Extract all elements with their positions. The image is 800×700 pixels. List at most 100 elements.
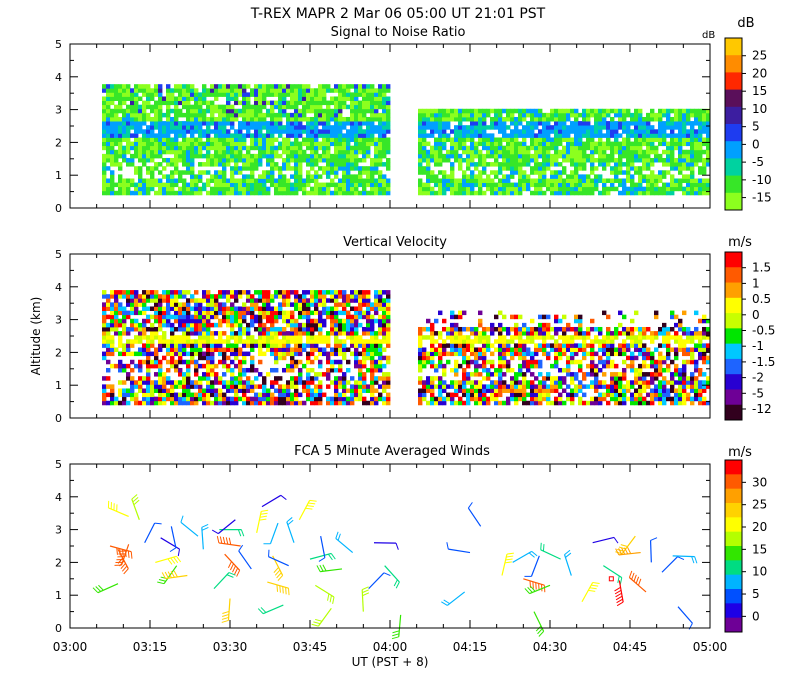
heatmap-cell (470, 121, 475, 126)
heatmap-cell (354, 335, 359, 340)
heatmap-cell (270, 347, 275, 352)
heatmap-cell (210, 100, 215, 106)
heatmap-cell (262, 116, 267, 122)
heatmap-cell (166, 359, 171, 365)
heatmap-cell (506, 326, 511, 332)
heatmap-cell (346, 318, 351, 324)
heatmap-cell (154, 88, 159, 93)
heatmap-cell (138, 145, 143, 151)
heatmap-cell (110, 116, 115, 122)
heatmap-cell (186, 84, 191, 89)
heatmap-cell (146, 112, 151, 118)
heatmap-cell (254, 298, 259, 303)
heatmap-cell (290, 141, 295, 147)
heatmap-cell (570, 149, 575, 155)
heatmap-cell (590, 162, 595, 167)
heatmap-cell (262, 104, 267, 110)
heatmap-cell (298, 88, 303, 93)
heatmap-cell (102, 166, 107, 171)
heatmap-cell (478, 129, 483, 134)
heatmap-cell (442, 396, 447, 402)
heatmap-cell (314, 339, 319, 344)
heatmap-cell (166, 88, 171, 93)
heatmap-cell (510, 384, 515, 389)
heatmap-cell (570, 141, 575, 147)
heatmap-cell (138, 302, 143, 307)
heatmap-cell (298, 112, 303, 118)
heatmap-cell (146, 363, 151, 369)
heatmap-cell (682, 129, 687, 134)
heatmap-cell (454, 178, 459, 183)
heatmap-cell (454, 141, 459, 147)
heatmap-cell (426, 153, 431, 159)
heatmap-cell (102, 170, 107, 175)
heatmap-cell (422, 186, 427, 192)
heatmap-cell (518, 351, 523, 357)
heatmap-cell (338, 108, 343, 114)
heatmap-cell (106, 343, 111, 348)
heatmap-cell (222, 182, 227, 188)
heatmap-cell (142, 137, 147, 142)
heatmap-cell (210, 104, 215, 110)
heatmap-cell (182, 302, 187, 307)
heatmap-cell (182, 396, 187, 402)
heatmap-cell (226, 298, 231, 303)
heatmap-cell (146, 149, 151, 155)
heatmap-cell (250, 145, 255, 151)
heatmap-cell (646, 153, 651, 159)
heatmap-cell (178, 318, 183, 324)
heatmap-cell (474, 125, 479, 130)
heatmap-cell (478, 125, 483, 130)
colorbar-label: 10 (752, 102, 767, 116)
heatmap-cell (218, 351, 223, 357)
heatmap-cell (222, 351, 227, 357)
heatmap-cell (442, 351, 447, 357)
heatmap-cell (466, 178, 471, 183)
heatmap-cell (190, 318, 195, 324)
heatmap-cell (126, 190, 131, 196)
heatmap-cell (146, 318, 151, 324)
heatmap-cell (426, 174, 431, 179)
heatmap-cell (106, 294, 111, 299)
heatmap-cell (242, 339, 247, 344)
heatmap-cell (206, 108, 211, 114)
heatmap-cell (258, 125, 263, 130)
heatmap-cell (146, 367, 151, 373)
heatmap-cell (478, 355, 483, 361)
heatmap-cell (110, 190, 115, 196)
heatmap-cell (290, 335, 295, 340)
heatmap-cell (494, 347, 499, 352)
heatmap-cell (498, 388, 503, 393)
heatmap-cell (346, 133, 351, 138)
heatmap-cell (574, 174, 579, 179)
heatmap-cell (186, 149, 191, 155)
heatmap-cell (274, 166, 279, 171)
heatmap-cell (286, 314, 291, 320)
heatmap-cell (442, 145, 447, 151)
heatmap-cell (358, 380, 363, 385)
heatmap-cell (270, 88, 275, 93)
heatmap-cell (190, 396, 195, 402)
heatmap-cell (194, 400, 199, 406)
heatmap-cell (694, 133, 699, 138)
heatmap-cell (366, 174, 371, 179)
heatmap-cell (418, 149, 423, 155)
heatmap-cell (158, 363, 163, 369)
heatmap-cell (322, 116, 327, 122)
heatmap-cell (142, 331, 147, 336)
heatmap-cell (146, 182, 151, 188)
heatmap-cell (290, 347, 295, 352)
heatmap-cell (142, 178, 147, 183)
heatmap-cell (462, 372, 467, 377)
heatmap-cell (150, 359, 155, 365)
heatmap-cell (670, 178, 675, 183)
heatmap-cell (110, 343, 115, 348)
heatmap-cell (106, 88, 111, 93)
heatmap-cell (502, 339, 507, 344)
heatmap-cell (230, 166, 235, 171)
heatmap-cell (378, 145, 383, 151)
heatmap-cell (614, 125, 619, 130)
heatmap-cell (590, 145, 595, 151)
heatmap-cell (246, 125, 251, 130)
heatmap-cell (186, 318, 191, 324)
